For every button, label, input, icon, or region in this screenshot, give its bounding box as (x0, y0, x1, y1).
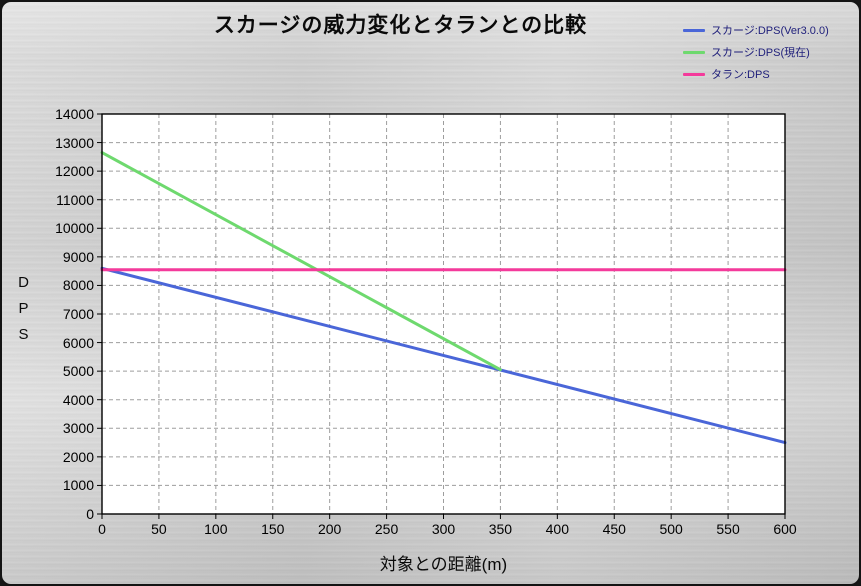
legend-line-swatch (683, 28, 705, 32)
x-tick-label: 350 (488, 521, 513, 537)
y-tick-label: 14000 (55, 106, 94, 122)
y-tick-label: 3000 (62, 420, 94, 437)
x-tick-label: 50 (151, 521, 167, 537)
x-tick-label: 400 (545, 521, 569, 537)
x-tick-label: 600 (773, 521, 797, 537)
plot-canvas (97, 113, 787, 519)
x-tick-label: 300 (431, 521, 456, 537)
x-tick-label: 250 (374, 521, 399, 537)
y-axis-title: DPS (15, 274, 32, 352)
y-tick-label: 8000 (62, 277, 94, 294)
x-tick-label: 450 (602, 521, 626, 537)
y-tick-label: 13000 (55, 134, 94, 151)
y-tick-label: 7000 (62, 306, 94, 322)
axis-ticks (97, 113, 786, 519)
y-tick-label: 2000 (62, 448, 94, 465)
y-tick-label: 0 (86, 506, 94, 522)
legend: スカージ:DPS(Ver3.0.0) スカージ:DPS(現在) タラン:DPS (683, 19, 829, 85)
legend-label: タラン:DPS (711, 69, 770, 81)
y-tick-label: 12000 (55, 163, 94, 180)
legend-label: スカージ:DPS(現在) (711, 47, 810, 59)
x-tick-label: 150 (261, 521, 285, 537)
legend-item: スカージ:DPS(現在) (683, 41, 829, 63)
x-tick-label: 100 (204, 521, 228, 537)
series-line-0 (100, 266, 787, 445)
series-line-1 (100, 151, 502, 372)
x-axis-title: 対象との距離(m) (379, 555, 508, 574)
y-tick-label: 6000 (62, 334, 94, 351)
gridlines (102, 114, 785, 514)
x-tick-label: 200 (317, 521, 342, 537)
y-tick-label: 4000 (62, 391, 94, 408)
x-tick-label: 0 (98, 521, 106, 537)
legend-line-swatch (683, 50, 705, 54)
plot-border (101, 113, 786, 515)
legend-item: タラン:DPS (683, 63, 829, 85)
y-tick-label: 10000 (55, 220, 94, 237)
y-tick-label: 9000 (62, 248, 94, 265)
y-tick-label: 5000 (62, 363, 94, 380)
y-tick-label: 1000 (62, 477, 94, 494)
x-tick-label: 500 (659, 521, 683, 537)
legend-line-swatch (683, 72, 705, 76)
y-tick-label: 11000 (56, 191, 94, 208)
chart-title: スカージの威力変化とタランとの比較 (213, 14, 588, 37)
legend-item: スカージ:DPS(Ver3.0.0) (683, 19, 829, 41)
x-tick-label: 550 (716, 521, 740, 537)
legend-label: スカージ:DPS(Ver3.0.0) (711, 25, 829, 37)
